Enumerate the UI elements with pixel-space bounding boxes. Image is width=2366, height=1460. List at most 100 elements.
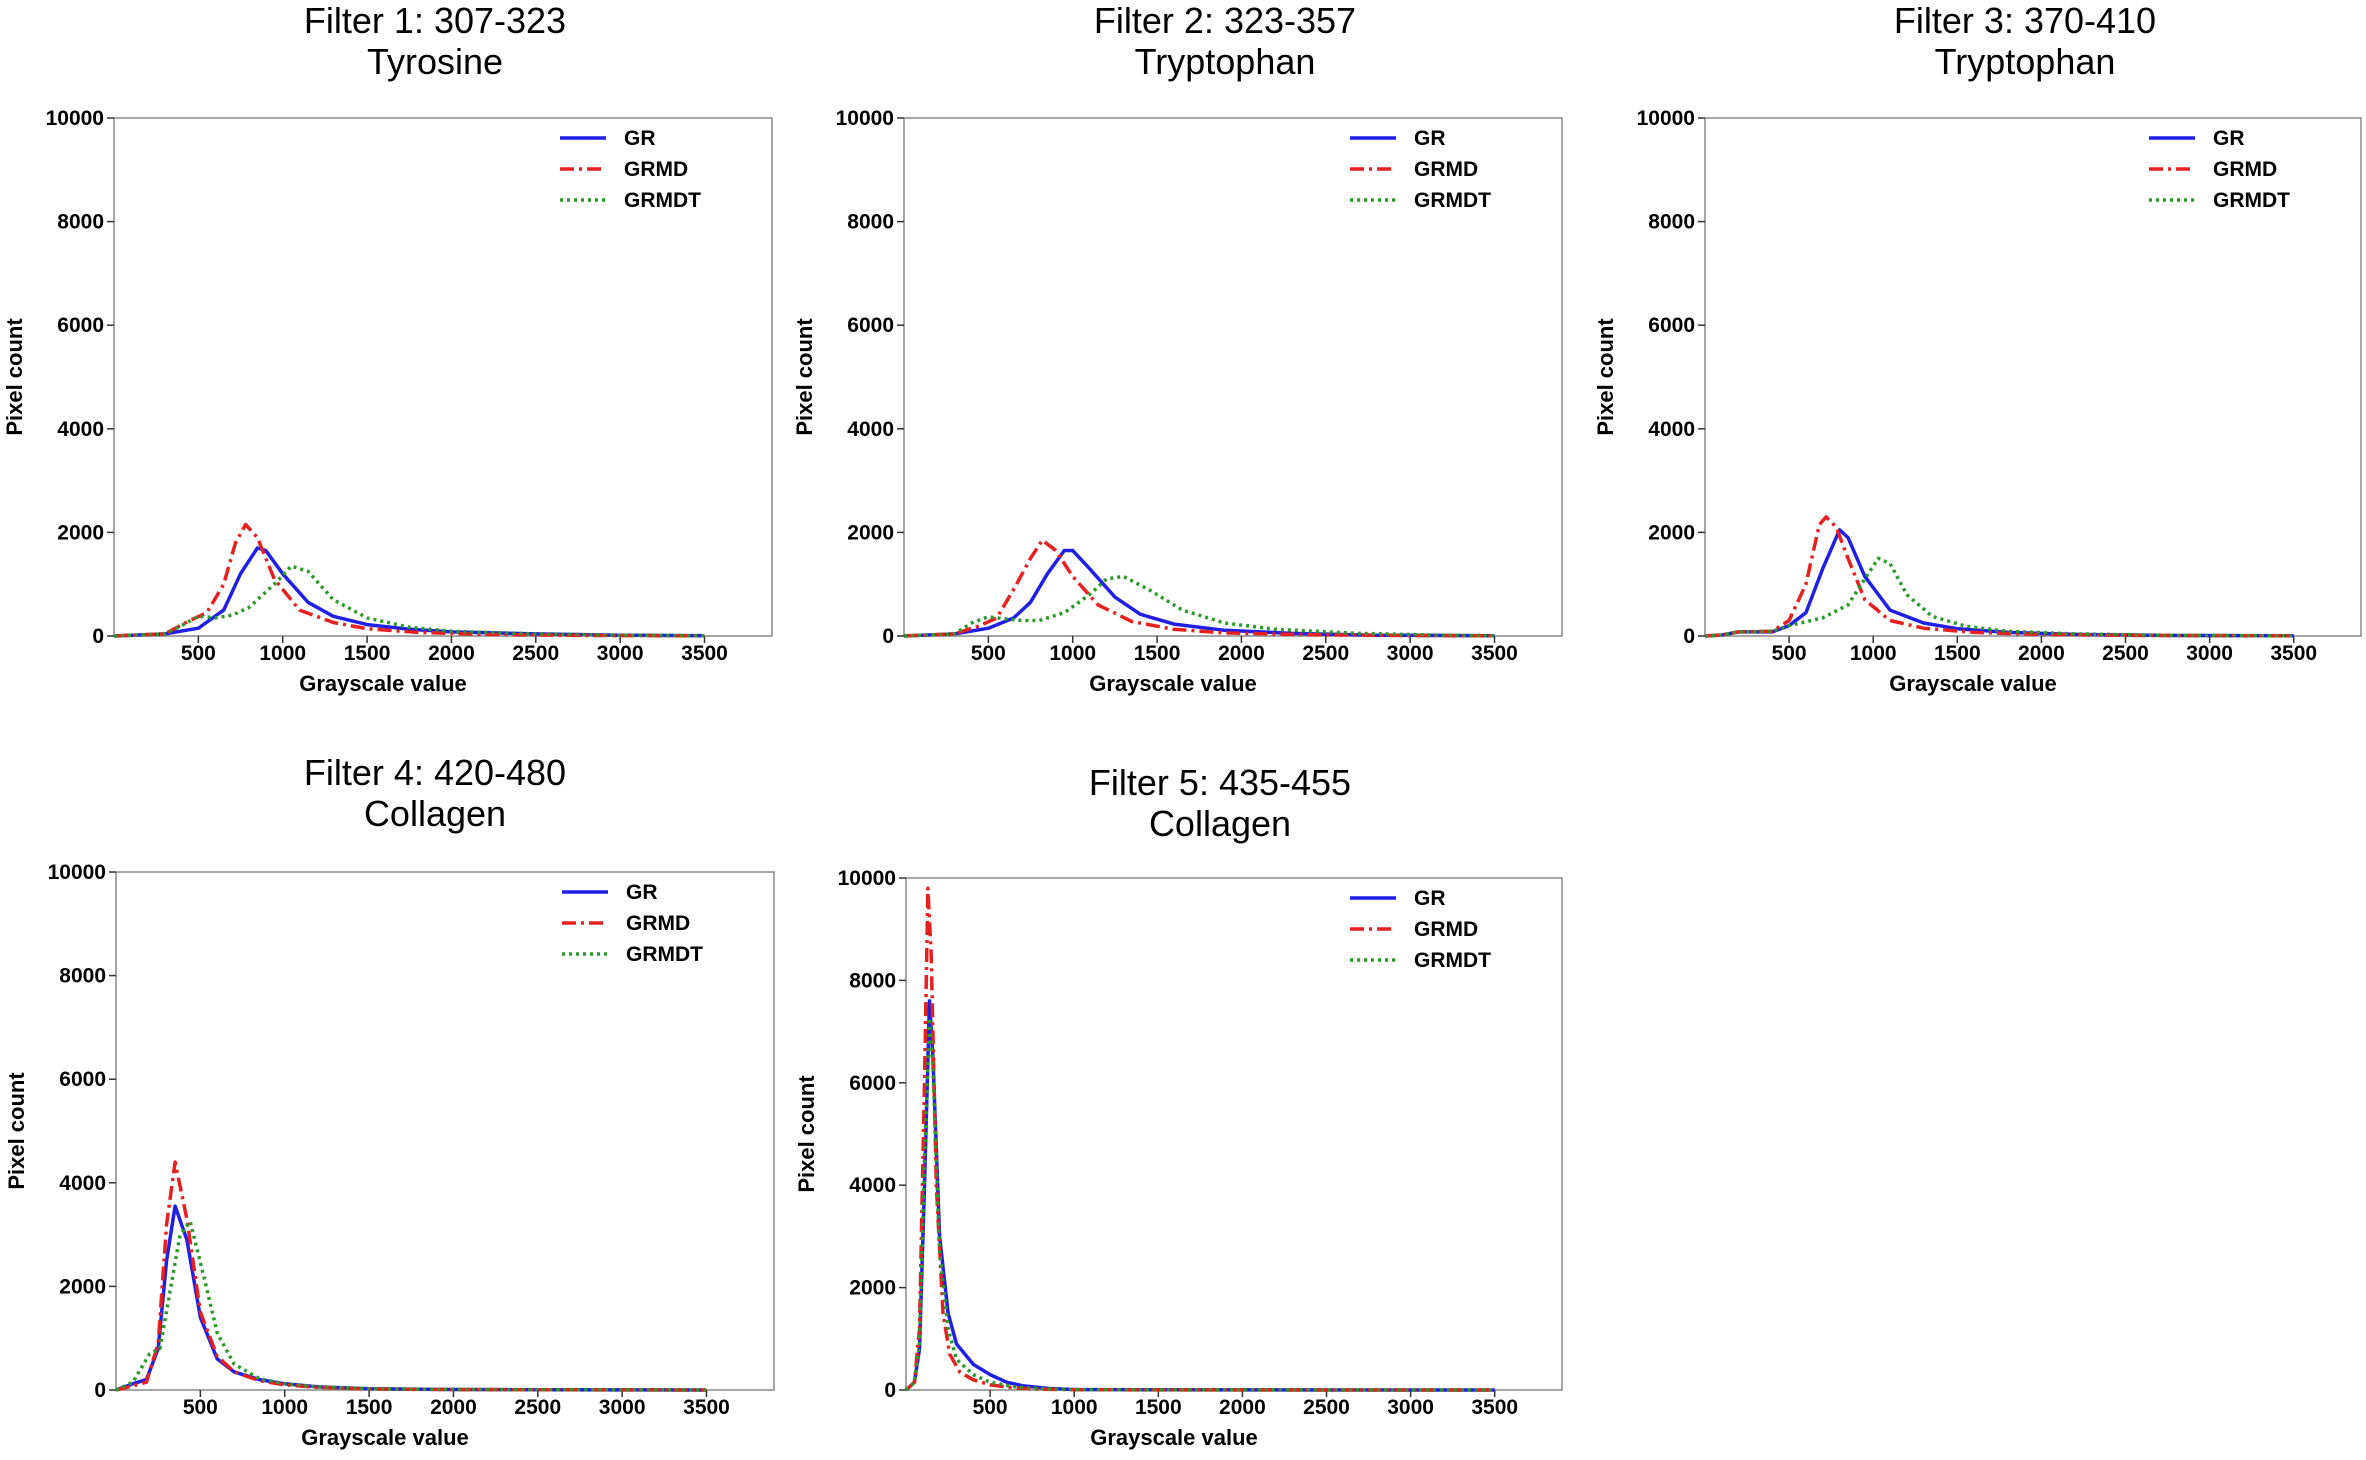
- x-tick-label: 2500: [1303, 1396, 1350, 1419]
- plot-frame: [1704, 117, 2362, 637]
- y-tick-label: 4000: [1648, 418, 1695, 441]
- y-tick-label: 8000: [847, 211, 894, 234]
- legend-label: GRMD: [1414, 918, 1478, 941]
- chart-title-line2: Tyrosine: [366, 41, 504, 82]
- x-tick-label: 1000: [261, 1396, 308, 1419]
- chart-title-line1: Filter 2: 323-357: [1093, 0, 1357, 41]
- legend-label: GR: [2213, 127, 2245, 150]
- chart-title-line1: Filter 5: 435-455: [1088, 762, 1352, 803]
- y-tick-label: 10000: [48, 861, 106, 884]
- x-tick-label: 3000: [599, 1396, 646, 1419]
- y-tick-label: 6000: [847, 314, 894, 337]
- chart-title-line2: Tryptophan: [1134, 41, 1316, 82]
- x-tick-label: 2500: [512, 642, 559, 665]
- y-tick-label: 8000: [1648, 211, 1695, 234]
- y-tick-label: 4000: [849, 1174, 896, 1197]
- y-axis-label: Pixel count: [792, 318, 817, 436]
- legend-label: GRMDT: [1414, 949, 1491, 972]
- x-tick-label: 3000: [1387, 642, 1434, 665]
- chart-plot-3: 0 2000 4000 6000 8000 10000 500 1000 1500 2000 250…: [1593, 107, 2362, 696]
- y-tick-label: 8000: [57, 211, 104, 234]
- legend-label: GRMDT: [2213, 189, 2290, 212]
- chart-title: Filter 2: 323-357 Tryptophan: [980, 0, 1470, 82]
- x-tick-label: 3500: [681, 642, 728, 665]
- x-tick-label: 500: [973, 1396, 1008, 1419]
- x-tick-label: 3500: [1471, 1396, 1518, 1419]
- x-tick-label: 3500: [683, 1396, 730, 1419]
- legend-label: GRMDT: [626, 943, 703, 966]
- x-tick-label: 1500: [1934, 642, 1981, 665]
- y-tick-label: 2000: [59, 1275, 106, 1298]
- x-tick-label: 2500: [514, 1396, 561, 1419]
- legend-label: GRMD: [1414, 158, 1478, 181]
- series-line-grmd: [1704, 515, 2294, 638]
- chart-plot-4: 0 2000 4000 6000 8000 10000 500 1000 1500 2000 250…: [4, 861, 775, 1450]
- series-line-gr: [903, 548, 1495, 638]
- chart-title-line1: Filter 3: 370-410: [1893, 0, 2157, 41]
- y-tick-label: 6000: [57, 314, 104, 337]
- x-axis-label: Grayscale value: [1889, 671, 2057, 696]
- x-tick-label: 3500: [2270, 642, 2317, 665]
- series-line-gr: [115, 1204, 707, 1392]
- x-axis-label: Grayscale value: [1090, 1425, 1258, 1450]
- x-tick-label: 1500: [344, 642, 391, 665]
- chart-title: Filter 4: 420-480 Collagen: [190, 752, 680, 834]
- x-tick-label: 3000: [1387, 1396, 1434, 1419]
- chart-title-line1: Filter 4: 420-480: [303, 752, 567, 793]
- series-line-grmd: [115, 1160, 707, 1392]
- legend-label: GRMDT: [1414, 189, 1491, 212]
- chart-title-line1: Filter 1: 307-323: [303, 0, 567, 41]
- series-line-grmdt: [1704, 556, 2294, 638]
- chart-title-line2: Collagen: [1148, 803, 1292, 844]
- x-tick-label: 1500: [1134, 642, 1181, 665]
- legend-label: GRMD: [2213, 158, 2277, 181]
- chart-title-line2: Collagen: [363, 793, 507, 834]
- x-axis-label: Grayscale value: [299, 671, 467, 696]
- x-tick-label: 2500: [1302, 642, 1349, 665]
- chart-plot-2: 0 2000 4000 6000 8000 10000 500 1000 1500 2000 250…: [792, 107, 1563, 696]
- y-axis-label: Pixel count: [1593, 318, 1618, 436]
- x-axis-label: Grayscale value: [301, 1425, 469, 1450]
- x-tick-label: 500: [1772, 642, 1807, 665]
- legend-label: GR: [1414, 887, 1446, 910]
- x-tick-label: 1500: [346, 1396, 393, 1419]
- legend-label: GR: [1414, 127, 1446, 150]
- y-tick-label: 4000: [847, 418, 894, 441]
- x-tick-label: 1000: [1051, 1396, 1098, 1419]
- legend-label: GR: [626, 881, 658, 904]
- x-tick-label: 500: [181, 642, 216, 665]
- series-line-gr: [904, 999, 1495, 1392]
- chart-title: Filter 5: 435-455 Collagen: [975, 762, 1465, 844]
- y-tick-label: 10000: [46, 107, 104, 130]
- x-axis-label: Grayscale value: [1089, 671, 1257, 696]
- y-tick-label: 6000: [1648, 314, 1695, 337]
- x-tick-label: 2000: [2018, 642, 2065, 665]
- legend-label: GRMD: [624, 158, 688, 181]
- y-tick-label: 10000: [836, 107, 894, 130]
- x-tick-label: 3000: [597, 642, 644, 665]
- y-tick-label: 2000: [57, 521, 104, 544]
- y-tick-label: 4000: [57, 418, 104, 441]
- chart-title: Filter 1: 307-323 Tyrosine: [190, 0, 680, 82]
- y-tick-label: 2000: [849, 1277, 896, 1300]
- y-tick-label: 8000: [59, 965, 106, 988]
- series-line-grmd: [113, 522, 705, 638]
- y-axis-label: Pixel count: [4, 1072, 29, 1190]
- y-tick-label: 10000: [838, 867, 896, 890]
- y-axis-label: Pixel count: [794, 1075, 819, 1193]
- x-tick-label: 1000: [1850, 642, 1897, 665]
- x-tick-label: 1000: [1049, 642, 1096, 665]
- series-line-grmdt: [903, 574, 1495, 638]
- chart-title-line2: Tryptophan: [1934, 41, 2116, 82]
- y-axis-label: Pixel count: [2, 318, 27, 436]
- y-tick-label: 4000: [59, 1172, 106, 1195]
- legend-label: GRMDT: [624, 189, 701, 212]
- y-tick-label: 0: [884, 1379, 896, 1402]
- x-tick-label: 500: [971, 642, 1006, 665]
- y-tick-label: 6000: [59, 1068, 106, 1091]
- series-line-grmdt: [113, 564, 705, 638]
- chart-plot-5: 0 2000 4000 6000 8000 10000 500 1000 1500 2000 250…: [794, 867, 1563, 1450]
- legend-label: GRMD: [626, 912, 690, 935]
- x-tick-label: 3000: [2186, 642, 2233, 665]
- y-tick-label: 0: [882, 625, 894, 648]
